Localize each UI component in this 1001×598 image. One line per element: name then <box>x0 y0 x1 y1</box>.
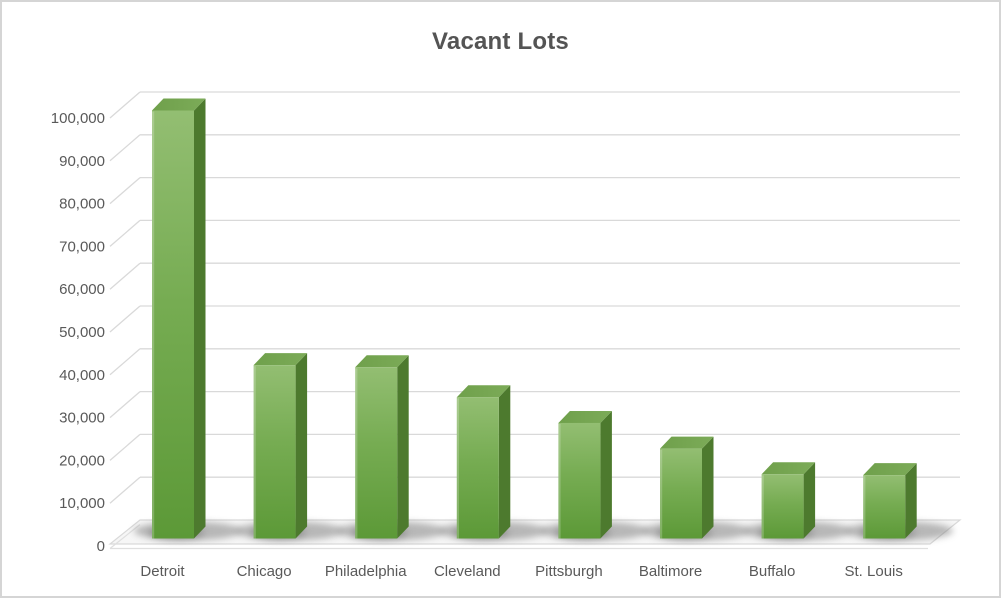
bar-edge-highlight <box>456 398 459 539</box>
bar-side-face <box>397 355 409 539</box>
x-category-label: Cleveland <box>434 563 501 580</box>
gridline-wall-diagonal <box>109 348 141 376</box>
bar-front-face <box>863 475 906 539</box>
chart-title: Vacant Lots <box>432 28 569 55</box>
bar-front-face <box>660 448 702 539</box>
bar-baltimore <box>660 436 714 539</box>
bar-front-face <box>355 367 398 539</box>
bar-pittsburgh <box>558 410 612 539</box>
x-category-label: Philadelphia <box>325 563 407 580</box>
gridline-wall-diagonal <box>109 219 141 247</box>
gridlines <box>109 91 960 504</box>
y-tick-label: 80,000 <box>59 196 105 213</box>
bar-top-face <box>863 463 917 476</box>
bar-side-face <box>194 98 206 539</box>
y-tick-label: 70,000 <box>59 238 105 255</box>
y-tick-label: 50,000 <box>59 324 105 341</box>
bar-top-face <box>761 462 816 475</box>
y-axis-labels: 0 10,000 20,000 30,000 40,000 50,000 60,000 70,… <box>51 110 105 555</box>
bar-edge-highlight <box>761 475 764 539</box>
bar-top-face <box>558 410 612 423</box>
x-category-label: Buffalo <box>749 563 795 580</box>
bar-side-face <box>498 385 511 539</box>
y-tick-label: 90,000 <box>59 153 105 170</box>
y-tick-label: 100,000 <box>51 110 105 127</box>
bar-top-face <box>355 355 409 368</box>
bar-edge-highlight <box>152 111 155 539</box>
bar-buffalo <box>761 462 816 539</box>
bar-side-face <box>295 353 308 539</box>
bar-top-face <box>660 436 714 449</box>
bar-side-face <box>803 462 816 539</box>
bar-front-face <box>761 474 804 539</box>
bar-edge-highlight <box>863 476 866 539</box>
gridline-wall-diagonal <box>109 305 141 333</box>
bar-st-louis <box>863 463 917 539</box>
gridline-wall-diagonal <box>109 391 141 419</box>
x-category-label: Detroit <box>140 563 185 580</box>
bar-detroit <box>152 98 206 539</box>
y-tick-label: 30,000 <box>59 410 105 427</box>
bar-front-face <box>253 365 296 539</box>
y-tick-label: 60,000 <box>59 281 105 298</box>
gridline-wall-diagonal <box>109 476 141 504</box>
bar-edge-highlight <box>558 423 561 539</box>
bar-top-face <box>152 98 206 111</box>
floor-left-edge <box>109 524 141 549</box>
y-tick-label: 40,000 <box>59 367 105 384</box>
y-tick-label: 20,000 <box>59 452 105 469</box>
bar-philadelphia <box>355 355 409 539</box>
bar-side-face <box>905 463 917 539</box>
bar-front-face <box>558 422 601 539</box>
gridline-wall-diagonal <box>109 91 141 119</box>
bar-edge-highlight <box>355 368 358 539</box>
bar-chicago <box>253 353 308 539</box>
bar-side-face <box>600 410 612 539</box>
gridline-wall-diagonal <box>109 134 141 162</box>
gridline-wall-diagonal <box>109 177 141 205</box>
gridline-wall-diagonal <box>109 433 141 461</box>
x-category-label: Pittsburgh <box>535 563 603 580</box>
x-category-label: Baltimore <box>639 563 702 580</box>
bar-top-face <box>456 385 511 398</box>
bar-front-face <box>456 397 499 539</box>
gridline-wall-diagonal <box>109 262 141 290</box>
bar-top-face <box>253 353 308 366</box>
bar-edge-highlight <box>253 366 256 539</box>
y-tick-label: 0 <box>97 538 105 555</box>
bar-side-face <box>702 436 714 539</box>
y-tick-label: 10,000 <box>59 495 105 512</box>
x-category-label: Chicago <box>237 563 292 580</box>
bar-edge-highlight <box>660 449 663 539</box>
bar-front-face <box>152 110 194 539</box>
x-category-label: St. Louis <box>845 563 903 580</box>
x-axis-labels: Detroit Chicago Philadelphia Cleveland Pitts… <box>140 563 902 580</box>
bar-cleveland <box>456 385 511 539</box>
